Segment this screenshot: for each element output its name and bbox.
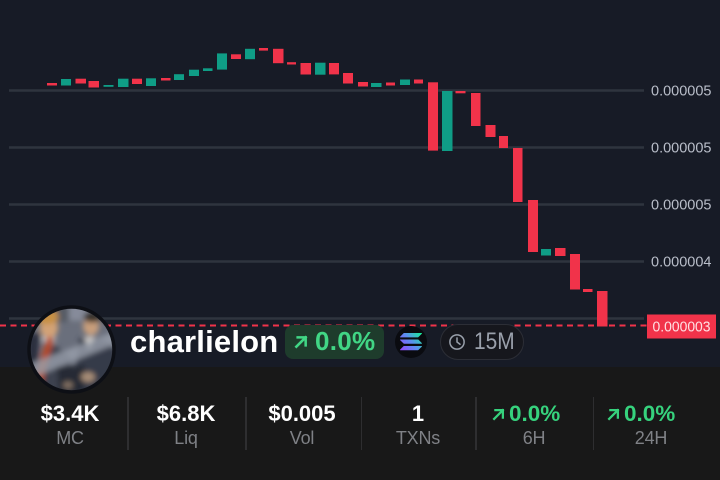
svg-text:0.000005: 0.000005 — [651, 141, 711, 157]
svg-text:0.000005: 0.000005 — [651, 84, 711, 100]
svg-text:0.000004: 0.000004 — [651, 255, 711, 271]
svg-text:0.000005: 0.000005 — [651, 198, 711, 214]
svg-text:0.000003: 0.000003 — [652, 319, 710, 336]
